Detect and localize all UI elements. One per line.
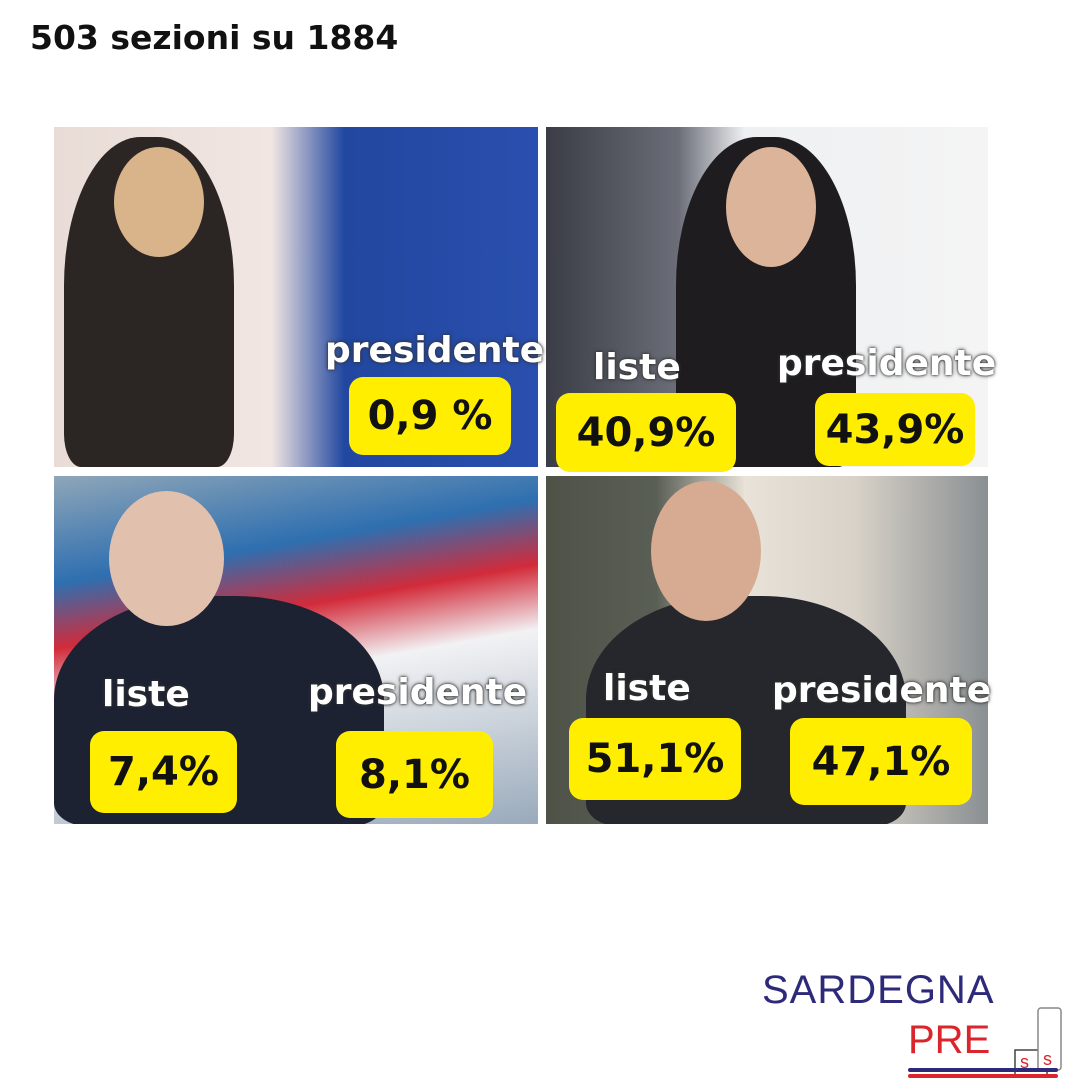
candidate-head	[651, 481, 761, 621]
liste-label: liste	[102, 674, 190, 715]
liste-label: liste	[593, 347, 681, 388]
liste-percentage: 40,9%	[556, 393, 736, 472]
presidente-label: presidente	[772, 670, 992, 711]
logo-text-sardegna: SARDEGNA	[762, 968, 995, 1012]
presidente-percentage: 47,1%	[790, 718, 972, 805]
candidate-photo-4	[546, 476, 988, 824]
liste-label: liste	[603, 668, 691, 709]
svg-text:s: s	[1043, 1049, 1052, 1069]
candidate-head	[109, 491, 224, 626]
page-title: 503 sezioni su 1884	[30, 18, 399, 57]
liste-percentage: 51,1%	[569, 718, 741, 800]
device-icon: s s	[908, 1007, 1062, 1078]
candidate-head	[726, 147, 816, 267]
presidente-percentage: 43,9%	[815, 393, 975, 466]
candidate-photo-1	[54, 127, 538, 467]
presidente-label: presidente	[308, 672, 528, 713]
presidente-label: presidente	[325, 330, 545, 371]
presidente-percentage: 8,1%	[336, 731, 493, 818]
sardegna-press-logo: SARDEGNA PRE s s	[762, 968, 1062, 1078]
svg-text:s: s	[1020, 1052, 1029, 1072]
logo-text-pre: PRE	[908, 1018, 991, 1062]
presidente-label: presidente	[777, 343, 997, 384]
presidente-percentage: 0,9 %	[349, 377, 511, 455]
candidate-head	[114, 147, 204, 257]
liste-percentage: 7,4%	[90, 731, 237, 813]
